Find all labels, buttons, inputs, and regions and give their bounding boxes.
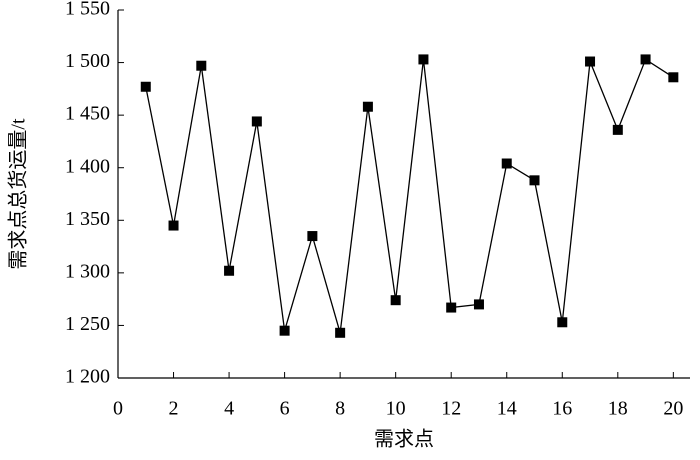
point [557, 317, 568, 328]
point [196, 60, 207, 71]
x-tick-label: 8 [335, 398, 345, 420]
y-tick-label: 1 500 [65, 50, 110, 72]
x-tick-label: 14 [497, 398, 517, 420]
y-tick-label: 1 350 [65, 208, 110, 230]
x-tick-label: 16 [552, 398, 572, 420]
point [307, 231, 318, 242]
x-tick-label: 0 [113, 398, 123, 420]
x-tick-label: 10 [386, 398, 406, 420]
point [446, 302, 457, 313]
point [418, 54, 429, 65]
y-tick-label: 1 200 [65, 366, 110, 388]
y-tick-label: 1 550 [65, 0, 110, 20]
point [501, 158, 512, 169]
x-tick-label: 12 [441, 398, 461, 420]
series-line [145, 58, 674, 333]
x-tick-label: 6 [280, 398, 290, 420]
point [640, 54, 651, 65]
point [362, 101, 373, 112]
point [224, 265, 235, 276]
point [279, 325, 290, 336]
point [529, 175, 540, 186]
x-tick-label: 4 [224, 398, 234, 420]
y-tick-label: 1 250 [65, 313, 110, 335]
point [473, 299, 484, 310]
point [140, 81, 151, 92]
y-axis-label: 需求点总货运量/t [7, 118, 30, 270]
point [668, 72, 679, 83]
y-tick-label: 1 300 [65, 260, 110, 282]
point [251, 116, 262, 127]
x-tick-label: 18 [608, 398, 628, 420]
y-tick-label: 1 450 [65, 103, 110, 125]
y-tick-label: 1 400 [65, 155, 110, 177]
x-tick-label: 2 [169, 398, 179, 420]
point [168, 220, 179, 231]
point [585, 56, 596, 67]
x-axis-label: 需求点 [374, 428, 434, 451]
point [390, 295, 401, 306]
point [335, 327, 346, 338]
x-tick-label: 20 [663, 398, 683, 420]
point [612, 124, 623, 135]
